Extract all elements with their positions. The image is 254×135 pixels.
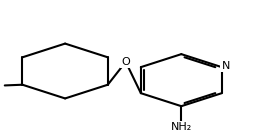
Text: N: N — [221, 61, 230, 71]
Text: O: O — [121, 57, 130, 67]
Text: NH₂: NH₂ — [171, 122, 192, 132]
